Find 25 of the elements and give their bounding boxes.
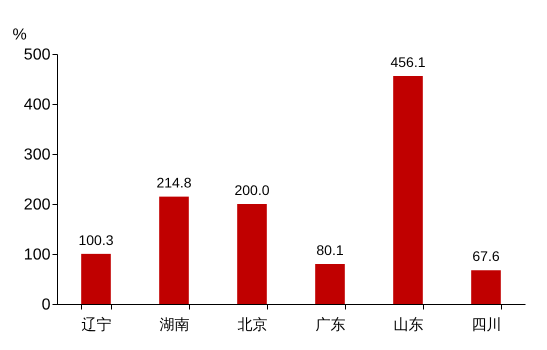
data-label: 214.8 — [156, 174, 192, 191]
bar — [159, 196, 189, 304]
data-label: 456.1 — [390, 54, 426, 70]
x-tick-label: 辽宁 — [82, 316, 112, 334]
x-tick-label: 广东 — [316, 316, 346, 334]
y-tick-label: 300 — [24, 146, 51, 164]
y-tick-label: 400 — [24, 96, 51, 114]
data-label: 100.3 — [78, 232, 114, 248]
data-label: 80.1 — [316, 242, 344, 258]
x-tick-label: 湖南 — [160, 316, 190, 334]
y-tick-label: 500 — [24, 46, 51, 64]
y-tick-label: 0 — [42, 296, 51, 314]
bar — [315, 264, 345, 304]
bar — [81, 254, 111, 304]
x-tick-label: 四川 — [472, 316, 502, 334]
bar — [393, 76, 423, 304]
bar — [237, 204, 267, 304]
y-axis-title: % — [12, 26, 27, 44]
bar — [471, 270, 501, 304]
x-tick-label: 山东 — [394, 316, 424, 334]
data-label: 67.6 — [472, 248, 500, 264]
y-tick-label: 200 — [24, 196, 51, 214]
x-tick-label: 北京 — [238, 316, 268, 334]
y-tick-label: 100 — [24, 246, 51, 264]
data-label: 200.0 — [234, 182, 270, 198]
